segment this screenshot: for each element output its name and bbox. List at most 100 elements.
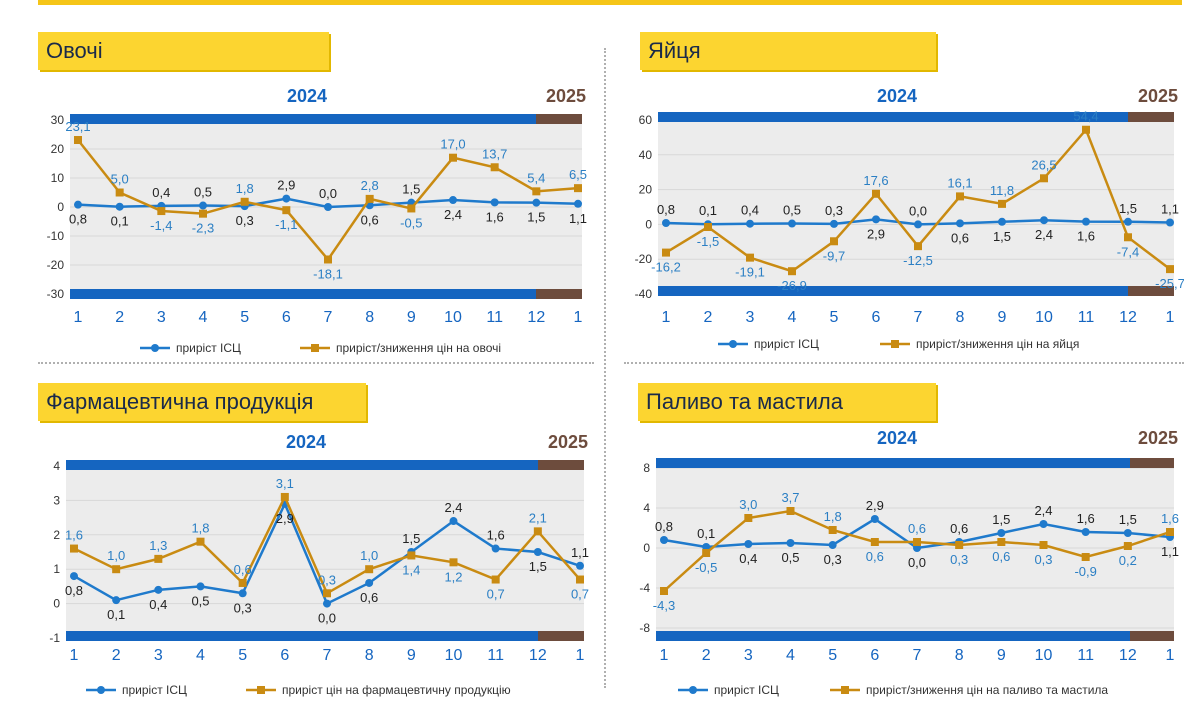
cpi-data-label: 2,4 — [1035, 227, 1053, 242]
goods-data-label: -1,4 — [150, 218, 172, 233]
cpi-data-label: 1,5 — [529, 559, 547, 574]
year-bar-2025-bottom — [536, 289, 582, 299]
cpi-point — [1124, 217, 1132, 226]
goods-point — [828, 526, 837, 534]
legend-marker-cpi — [729, 340, 737, 348]
y-tick-label: -8 — [639, 621, 650, 635]
cpi-data-label: 2,9 — [276, 511, 294, 526]
y-tick-label: 30 — [51, 113, 65, 127]
x-tick-label: 8 — [365, 647, 374, 664]
cpi-point — [282, 194, 291, 203]
cpi-data-label: 1,5 — [402, 182, 420, 197]
cpi-data-label: 1,6 — [486, 209, 504, 224]
cpi-data-label: 0,6 — [360, 590, 378, 605]
legend-label: приріст/зниження цін на яйця — [916, 337, 1079, 351]
x-tick-label: 5 — [830, 309, 839, 326]
cpi-point — [449, 196, 457, 205]
goods-data-label: 0,3 — [318, 572, 336, 587]
cpi-point — [490, 198, 499, 207]
year-bar-2025-top — [536, 114, 582, 124]
x-tick-label: 11 — [486, 309, 503, 326]
goods-data-label: 16,1 — [947, 175, 972, 190]
y-tick-label: 0 — [53, 597, 60, 611]
cpi-data-label: 0,1 — [111, 214, 129, 229]
goods-point — [407, 204, 416, 213]
y-tick-label: 20 — [639, 183, 653, 197]
cpi-data-label: 0,0 — [319, 186, 337, 201]
cpi-data-label: 0,4 — [739, 551, 757, 566]
goods-data-label: -4,3 — [653, 598, 675, 613]
cpi-point — [788, 219, 796, 228]
goods-point — [407, 551, 416, 560]
goods-point — [574, 184, 582, 193]
goods-data-label: 1,3 — [149, 538, 167, 553]
y-tick-label: 0 — [645, 217, 652, 231]
goods-point — [74, 136, 82, 145]
x-tick-label: 6 — [282, 309, 291, 326]
cpi-data-label: 0,4 — [741, 203, 759, 218]
goods-point — [365, 565, 374, 574]
cpi-data-label: 0,0 — [318, 611, 336, 626]
cpi-point — [872, 215, 880, 224]
year-bar-2024-top — [70, 114, 536, 124]
goods-point — [324, 255, 332, 264]
goods-data-label: 3,7 — [781, 490, 799, 505]
goods-data-label: 26,5 — [1031, 157, 1056, 172]
goods-data-label: 0,6 — [992, 549, 1010, 564]
goods-data-label: 1,4 — [402, 562, 420, 577]
cpi-point — [115, 202, 124, 211]
cpi-point — [1039, 520, 1048, 528]
goods-data-label: 1,0 — [360, 548, 378, 563]
x-tick-label: 6 — [870, 647, 879, 664]
goods-point — [1040, 174, 1048, 183]
chart-title: Фармацевтична продукція — [38, 383, 366, 421]
y-tick-label: 4 — [53, 459, 60, 473]
goods-point — [199, 209, 207, 218]
year-bar-2025-bottom — [1130, 631, 1174, 641]
goods-point — [746, 253, 754, 262]
goods-data-label: 54,4 — [1073, 109, 1098, 124]
cpi-data-label: 1,6 — [487, 528, 505, 543]
legend-marker-goods — [257, 686, 265, 694]
goods-point — [323, 589, 331, 598]
goods-data-label: 13,7 — [482, 146, 507, 161]
goods-point — [788, 267, 796, 276]
goods-data-label: 0,3 — [950, 552, 968, 567]
goods-point — [280, 492, 289, 501]
x-tick-label: 9 — [998, 309, 1007, 326]
cpi-data-label: 0,8 — [65, 583, 83, 598]
year-label-2024: 2024 — [287, 86, 327, 106]
y-tick-label: 0 — [643, 541, 650, 555]
cpi-data-label: 0,0 — [909, 203, 927, 218]
cpi-data-label: 1,5 — [1119, 201, 1137, 216]
x-tick-label: 2 — [702, 647, 711, 664]
x-tick-label: 1 — [1166, 647, 1175, 664]
goods-point — [490, 163, 499, 172]
year-label-2024: 2024 — [877, 428, 917, 448]
goods-point — [449, 153, 457, 162]
x-tick-label: 3 — [157, 309, 166, 326]
goods-data-label: 5,0 — [111, 172, 129, 187]
year-bar-2025-top — [538, 460, 584, 470]
cpi-data-label: 0,4 — [152, 185, 170, 200]
legend-label: приріст ІСЦ — [754, 337, 819, 351]
year-bar-2025-bottom — [538, 631, 584, 641]
goods-data-label: 1,0 — [107, 548, 125, 563]
goods-point — [1123, 542, 1132, 550]
goods-point — [1039, 541, 1048, 549]
x-tick-label: 9 — [997, 647, 1006, 664]
x-tick-label: 5 — [238, 647, 247, 664]
cpi-data-label: 0,8 — [657, 202, 675, 217]
goods-point — [238, 578, 247, 587]
x-tick-label: 4 — [788, 309, 797, 326]
cpi-data-label: 0,5 — [191, 593, 209, 608]
cpi-point — [998, 217, 1006, 226]
cpi-data-label: 1,5 — [993, 229, 1011, 244]
goods-point — [1082, 125, 1090, 134]
cpi-point — [1166, 218, 1174, 227]
goods-data-label: 2,8 — [361, 178, 379, 193]
x-tick-label: 7 — [914, 309, 923, 326]
